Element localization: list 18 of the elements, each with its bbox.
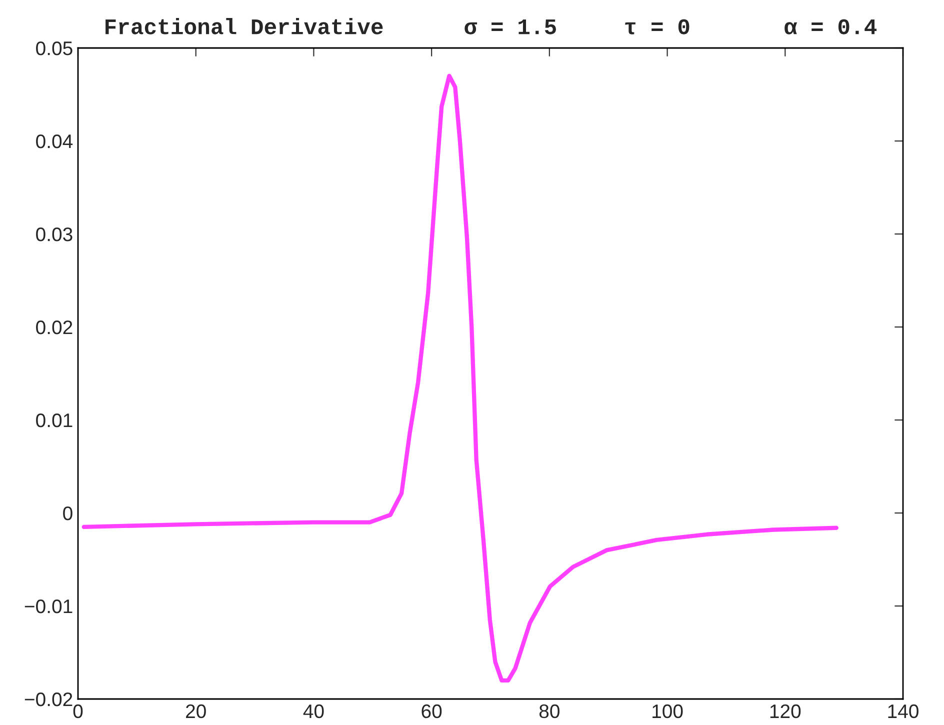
y-tick-label: 0.05	[36, 41, 72, 56]
y-tick-label: −0.01	[24, 599, 72, 614]
y-tick-label: 0.02	[36, 320, 72, 334]
y-tick-label: 0.03	[36, 227, 72, 242]
x-tick-label: 60	[422, 704, 442, 718]
y-tick-label: −0.02	[24, 692, 72, 706]
line-series	[82, 74, 838, 682]
y-tick-label: 0.04	[36, 134, 73, 148]
y-tick-label: 0	[63, 506, 72, 520]
x-tick-label: 100	[652, 704, 683, 718]
y-tick-label: 0.01	[36, 413, 72, 428]
x-tick-label: 20	[186, 704, 206, 718]
x-tick-label: 40	[303, 704, 324, 718]
chart-title: Fractional Derivative σ = 1.5 τ = 0 α = 0.4	[106, 18, 877, 34]
x-tick-label: 80	[539, 704, 560, 718]
x-tick-label: 120	[770, 704, 801, 718]
x-tick-label: 140	[888, 704, 918, 718]
x-tick-label: 0	[73, 704, 83, 718]
